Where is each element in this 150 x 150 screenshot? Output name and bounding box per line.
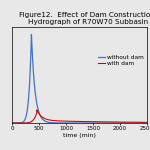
Text: Figure12.  Effect of Dam Construction on Outlet
    Hydrograph of R70W70 Subbasi: Figure12. Effect of Dam Construction on … <box>19 12 150 25</box>
X-axis label: time (min): time (min) <box>63 133 96 138</box>
Legend: without dam, with dam: without dam, with dam <box>97 54 144 67</box>
